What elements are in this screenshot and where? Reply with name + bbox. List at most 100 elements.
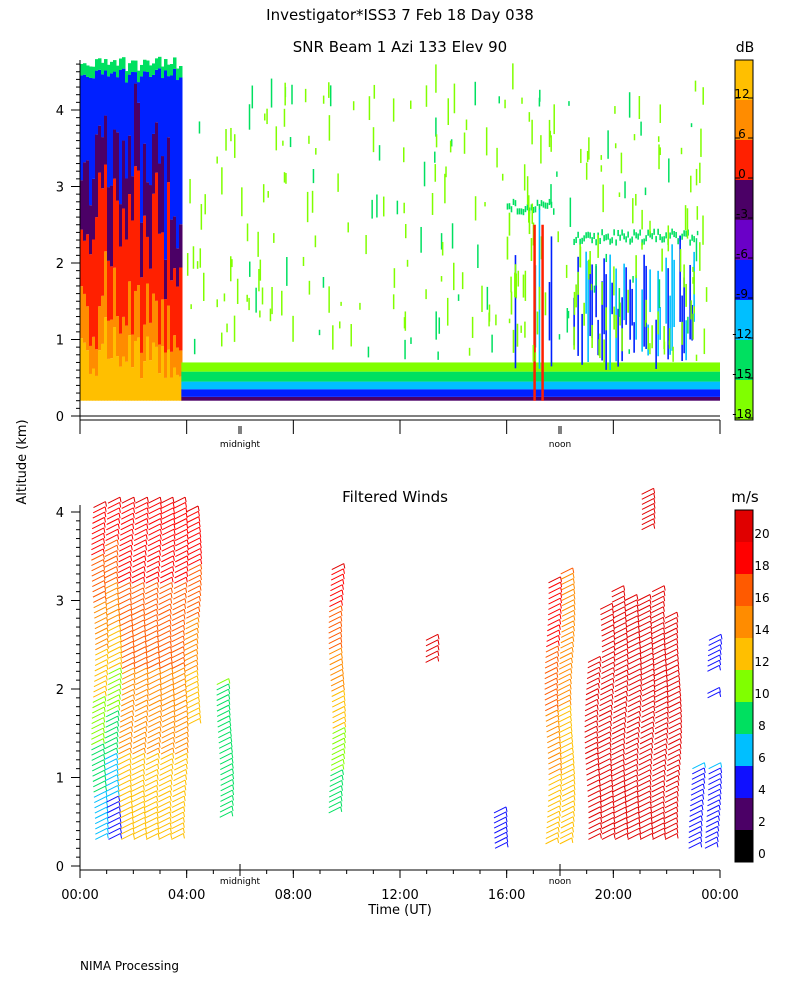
wind-barb <box>134 715 147 723</box>
wind-barb-flag <box>102 738 105 744</box>
wind-barb-flag <box>597 688 600 694</box>
wind-barb-flag <box>663 775 666 781</box>
wind-barb-flag <box>159 545 162 551</box>
wind-barb <box>161 555 174 563</box>
wind-barb <box>106 795 119 803</box>
wind-barb <box>148 502 161 509</box>
wind-barb-flag <box>557 720 560 726</box>
wind-barb <box>158 598 171 606</box>
wind-barb <box>131 614 144 622</box>
wind-barb <box>425 644 439 652</box>
wind-barb-flag <box>600 827 603 834</box>
snr-plume-speckle <box>601 281 603 305</box>
wind-barb-flag <box>116 737 119 743</box>
wind-barb-flag <box>626 828 629 834</box>
snr-cell <box>116 65 120 78</box>
wind-barb <box>331 753 344 761</box>
snr-speckle <box>258 268 260 292</box>
wind-barb <box>638 811 652 819</box>
snr-speckle <box>457 294 460 301</box>
wind-barb <box>93 595 106 603</box>
wind-barb <box>545 650 558 658</box>
wind-barb <box>708 633 722 641</box>
snr-speckle <box>322 276 325 288</box>
wind-barb <box>598 768 612 776</box>
wind-barb <box>218 741 232 749</box>
wind-barb <box>560 641 573 649</box>
wind-barb <box>105 539 118 547</box>
wind-barb <box>120 640 134 648</box>
wind-barb-flag <box>129 785 132 791</box>
wind-barb <box>133 539 147 547</box>
snr-y-tick-label: 0 <box>56 410 64 425</box>
wind-barb <box>105 720 118 728</box>
wind-barb <box>91 738 104 746</box>
wind-barb <box>638 758 651 766</box>
wind-barb <box>600 683 613 691</box>
snr-cell <box>113 178 117 268</box>
wind-barb <box>329 785 342 793</box>
wind-barb <box>664 638 678 645</box>
wind-barb <box>148 710 161 718</box>
wind-barb <box>157 635 171 643</box>
wind-barb-flag <box>560 763 563 769</box>
snr-speckle <box>440 233 443 250</box>
wind-barb <box>174 576 187 584</box>
wind-barb-flag <box>676 801 679 807</box>
wind-barb-flag <box>600 811 603 818</box>
wind-barb-flag <box>104 696 107 702</box>
wind-barb-flag <box>197 505 200 512</box>
snr-colorbar-tick-label: -3 <box>736 207 748 221</box>
wind-barb-flag <box>198 702 201 708</box>
wind-barb <box>175 731 188 739</box>
snr-speckle <box>700 128 702 157</box>
snr-cell <box>176 286 180 348</box>
wind-barb-flag <box>200 559 203 565</box>
wind-barb-flag <box>596 715 599 721</box>
snr-plume-speckle <box>661 248 663 272</box>
wind-barb-flag <box>133 662 136 668</box>
wind-barb <box>547 800 561 808</box>
wind-barb <box>104 566 117 573</box>
snr-plume-top <box>645 235 647 242</box>
wind-barb-flag <box>231 752 234 759</box>
winds-colorbar-unit: m/s <box>731 488 759 506</box>
wind-barb-flag <box>637 727 640 733</box>
snr-cell <box>92 178 96 240</box>
snr-plume-top <box>593 232 595 240</box>
wind-barb <box>131 768 144 776</box>
wind-barb-flag <box>117 721 120 727</box>
snr-plume-top <box>613 229 615 236</box>
wind-barb-flag <box>229 720 232 727</box>
wind-barb <box>612 785 625 793</box>
wind-barb <box>148 699 161 707</box>
wind-barb <box>92 580 105 588</box>
wind-barb <box>561 604 575 612</box>
wind-barb-flag <box>651 732 654 738</box>
wind-barb-flag <box>106 801 109 807</box>
snr-speckle <box>322 95 325 104</box>
wind-barb <box>707 654 721 662</box>
snr-speckle <box>477 244 479 269</box>
wind-barb-flag <box>196 659 199 666</box>
wind-barb-flag <box>231 805 234 812</box>
wind-barb <box>624 604 638 612</box>
wind-barb-flag <box>640 674 643 680</box>
snr-speckle <box>488 312 490 327</box>
snr-speckle <box>193 338 196 355</box>
snr-speckle <box>189 178 191 204</box>
wind-barb <box>132 635 146 643</box>
wind-barb-flag <box>573 594 576 600</box>
figure-title: Investigator*ISS3 7 Feb 18 Day 038 <box>266 6 534 24</box>
snr-speckle <box>328 115 331 141</box>
wind-barb-flag <box>103 569 106 576</box>
wind-barb-flag <box>199 590 202 597</box>
wind-barb-flag <box>663 596 666 602</box>
wind-barb-flag <box>156 779 159 786</box>
wind-barb-flag <box>170 662 173 668</box>
wind-barb-flag <box>103 527 106 534</box>
snr-speckle <box>514 272 516 298</box>
snr-y-tick-label: 4 <box>56 104 64 119</box>
snr-cell <box>104 251 108 318</box>
wind-barb-flag <box>160 523 163 529</box>
